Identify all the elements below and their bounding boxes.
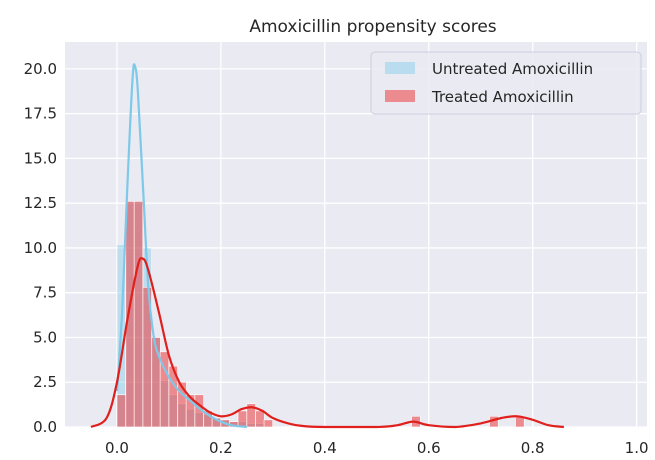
y-tick-label: 0.0 xyxy=(33,418,57,436)
histogram-bar xyxy=(263,419,274,428)
x-tick-label: 0.6 xyxy=(417,439,441,457)
histogram-bar xyxy=(133,201,144,428)
kde-lines xyxy=(90,63,565,429)
x-tick-label: 0.2 xyxy=(209,439,233,457)
y-tick-label: 17.5 xyxy=(24,105,57,123)
histogram-bar xyxy=(237,410,248,428)
y-tick-label: 15.0 xyxy=(24,149,57,167)
y-tick-label: 2.5 xyxy=(33,373,57,391)
legend: Untreated Amoxicillin Treated Amoxicilli… xyxy=(370,51,642,115)
legend-swatch-treated xyxy=(385,90,415,102)
histogram-bar xyxy=(177,381,187,428)
x-tick-label: 1.0 xyxy=(625,439,649,457)
y-tick-label: 12.5 xyxy=(24,194,57,212)
y-tick-label: 20.0 xyxy=(24,60,57,78)
legend-box xyxy=(370,51,642,115)
y-tick-label: 7.5 xyxy=(33,284,57,302)
kde-line-series-1 xyxy=(90,256,565,429)
legend-label-untreated: Untreated Amoxicillin xyxy=(432,60,593,78)
y-tick-label: 10.0 xyxy=(24,239,57,257)
histogram-bar xyxy=(255,410,265,428)
x-tick-labels: 0.0 0.2 0.4 0.6 0.8 1.0 xyxy=(105,439,649,457)
grid xyxy=(65,42,647,428)
series-1-bars xyxy=(116,201,525,428)
histogram-bar xyxy=(125,201,135,428)
legend-swatch-untreated xyxy=(385,62,415,74)
x-tick-label: 0.0 xyxy=(105,439,129,457)
y-tick-label: 5.0 xyxy=(33,328,57,346)
kde-line-series-0 xyxy=(115,63,248,429)
legend-label-treated: Treated Amoxicillin xyxy=(431,88,574,106)
histogram-bar xyxy=(116,394,126,428)
chart-title: Amoxicillin propensity scores xyxy=(249,17,496,37)
y-tick-labels: 0.0 2.5 5.0 7.5 10.0 12.5 15.0 17.5 20.0 xyxy=(24,60,57,436)
x-tick-label: 0.4 xyxy=(313,439,337,457)
x-tick-label: 0.8 xyxy=(521,439,545,457)
